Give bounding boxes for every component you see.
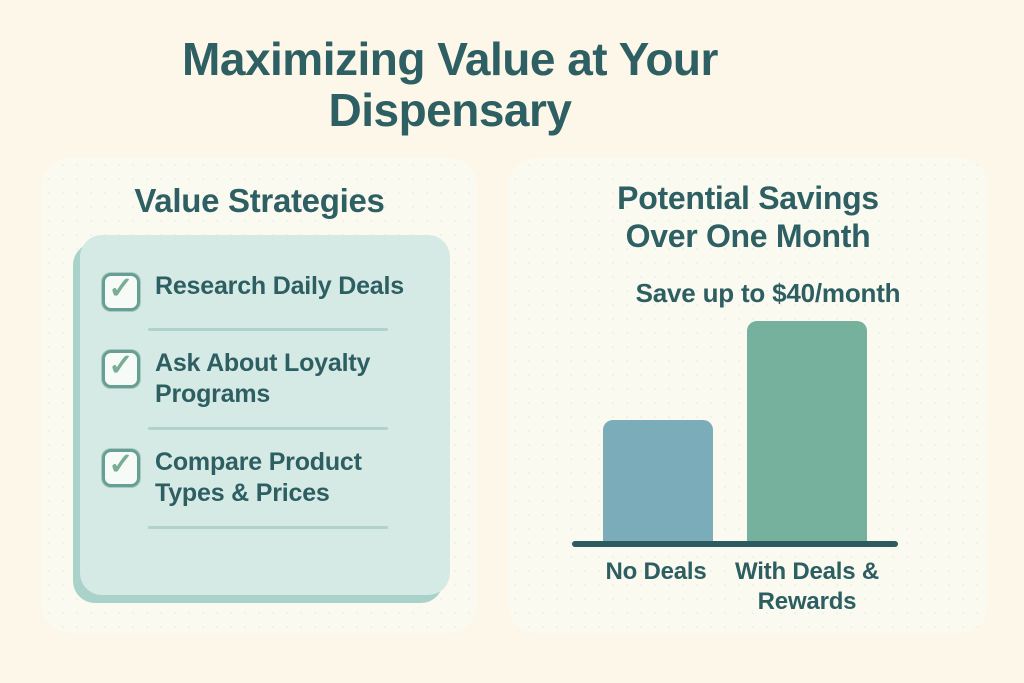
value-strategies-heading: Value Strategies (134, 182, 385, 219)
potential-savings-heading: Potential Savings Over One Month (508, 180, 988, 256)
item-divider (148, 328, 388, 331)
page-title: Maximizing Value at Your Dispensary (0, 34, 900, 135)
checkbox: ✓ (102, 449, 140, 487)
page-title-line2: Dispensary (328, 83, 572, 136)
bar-label-with-deals-rewards: With Deals & Rewards (734, 558, 880, 615)
savings-heading-line2: Over One Month (625, 217, 871, 254)
checkmark-icon: ✓ (108, 272, 134, 305)
bar-label-no-deals: No Deals (605, 558, 707, 585)
bar-with-deals-rewards (747, 321, 867, 541)
value-strategies-panel: Value Strategies ✓ Research Daily Deals … (42, 158, 477, 633)
checkmark-icon: ✓ (108, 349, 134, 382)
item-divider (148, 526, 388, 529)
checklist-card: ✓ Research Daily Deals ✓ Ask About Loyal… (80, 235, 450, 595)
savings-subtitle: Save up to $40/month (635, 278, 901, 308)
checklist-item-label: Ask About Loyalty Programs (155, 349, 371, 408)
checklist-item: ✓ Compare Product Types & Prices (102, 447, 430, 509)
bar-no-deals (603, 420, 713, 541)
checklist-item-label: Research Daily Deals (155, 272, 404, 300)
checklist-item: ✓ Ask About Loyalty Programs (102, 348, 430, 410)
potential-savings-panel: Potential Savings Over One Month Save up… (508, 158, 988, 633)
checklist-item: ✓ Research Daily Deals (102, 271, 430, 311)
item-divider (148, 427, 388, 430)
checkmark-icon: ✓ (108, 448, 134, 481)
checklist-item-label: Compare Product Types & Prices (155, 448, 362, 507)
page-title-line1: Maximizing Value at Your (182, 33, 718, 85)
x-axis-line (572, 541, 898, 547)
checkbox: ✓ (102, 273, 140, 311)
checkbox: ✓ (102, 350, 140, 388)
savings-heading-line1: Potential Savings (617, 180, 879, 216)
bar-chart: No Deals With Deals & Rewards (508, 158, 988, 633)
